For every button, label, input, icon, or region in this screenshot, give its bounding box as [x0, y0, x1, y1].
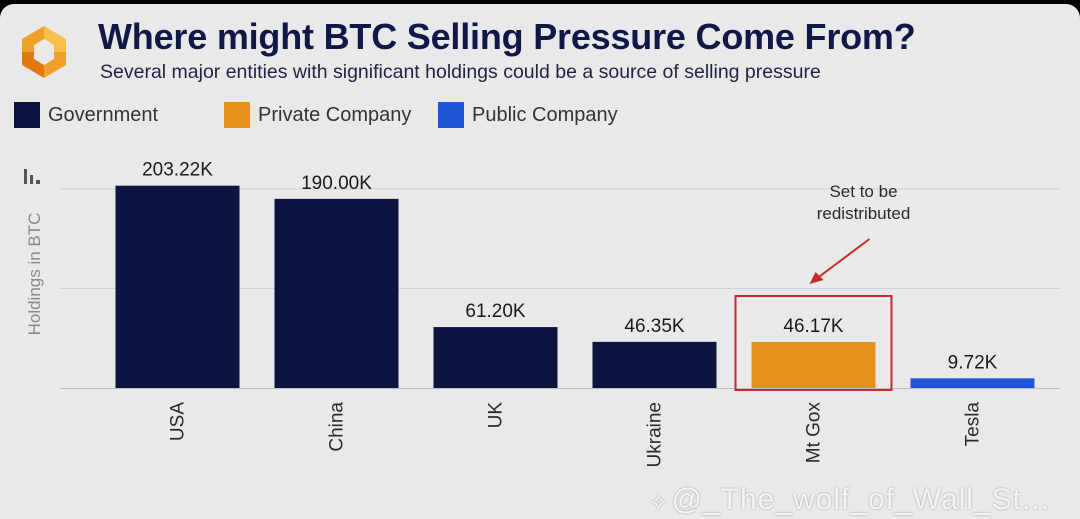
annotation-arrow [816, 238, 871, 279]
bar-label-uk: 61.20K [465, 301, 526, 322]
x-tick-label-tesla: Tesla [963, 402, 984, 447]
legend-item-government: Government [14, 102, 158, 128]
page-title: Where might BTC Selling Pressure Come Fr… [98, 16, 916, 57]
bar-usa [115, 185, 240, 388]
bar-label-tesla: 9.72K [948, 352, 998, 373]
x-tick-label-usa: USA [168, 402, 189, 441]
x-tick-label-uk: UK [486, 402, 507, 429]
page-subtitle: Several major entities with significant … [100, 61, 821, 83]
bar-tesla [910, 378, 1035, 388]
x-tick-labels: USA China UK Ukraine Mt Gox Tesla [168, 402, 984, 468]
highlight-box [734, 295, 893, 391]
bar-label-usa: 203.22K [142, 160, 213, 181]
chart-panel: Where might BTC Selling Pressure Come Fr… [0, 4, 1080, 519]
bar-mt-gox [751, 342, 876, 388]
annotation-text-line2: redistributed [817, 204, 911, 223]
bar-label-china: 190.00K [301, 173, 372, 194]
x-tick-label-mt-gox: Mt Gox [804, 402, 825, 464]
bar-data-labels: 203.22K 190.00K 61.20K 46.35K 46.17K 9.72K [142, 160, 998, 374]
legend-swatch-private-company [224, 102, 250, 128]
watermark-icon: ⟡ [650, 488, 668, 515]
watermark: ⟡ @_The_wolf_of_Wall_St... [651, 483, 1050, 517]
annotation: Set to be redistributed [734, 182, 911, 391]
legend-label-public-company: Public Company [472, 103, 618, 126]
bar-china [274, 198, 399, 388]
legend-label-government: Government [48, 103, 159, 126]
watermark-text: @_The_wolf_of_Wall_St... [671, 483, 1050, 516]
bar-chart: Holdings in BTC 203.22K 190.00K 61.20K 46.3… [24, 160, 1060, 468]
legend-swatch-public-company [438, 102, 464, 128]
y-axis-label: Holdings in BTC [25, 213, 44, 336]
annotation-text-line1: Set to be [829, 182, 897, 201]
bar-uk [433, 327, 558, 388]
logo-icon [22, 26, 66, 78]
annotation-arrowhead [809, 272, 824, 284]
legend-swatch-government [14, 102, 40, 128]
bar-ukraine [592, 341, 717, 388]
bar-label-ukraine: 46.35K [624, 316, 685, 337]
bars [115, 185, 1035, 388]
chart-legend: Government Private Company Public Compan… [0, 102, 1080, 132]
legend-label-private-company: Private Company [258, 103, 412, 126]
legend-item-public-company: Public Company [438, 102, 618, 128]
chart-menu-icon [24, 169, 40, 184]
bar-label-mt-gox: 46.17K [783, 316, 844, 337]
x-tick-label-china: China [327, 402, 348, 452]
legend-item-private-company: Private Company [224, 102, 411, 128]
x-tick-label-ukraine: Ukraine [645, 402, 666, 467]
